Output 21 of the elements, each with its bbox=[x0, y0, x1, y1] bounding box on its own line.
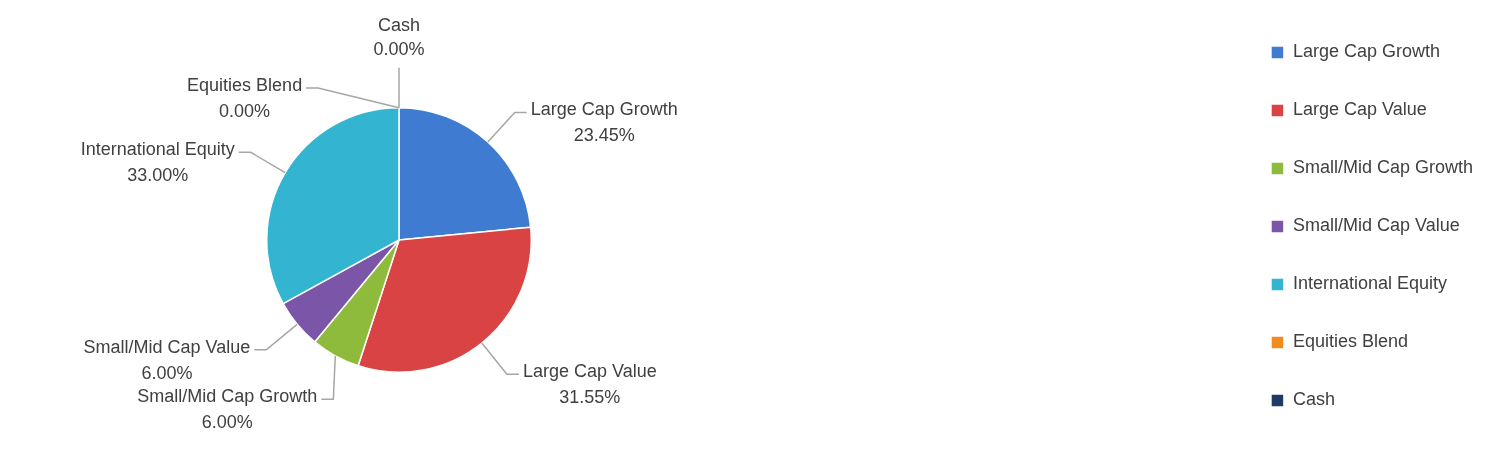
legend-label: Cash bbox=[1292, 389, 1335, 410]
text: 0.00% bbox=[219, 100, 271, 121]
slice-label: Large Cap Value bbox=[522, 361, 657, 382]
data-label: 6.00% bbox=[141, 362, 193, 383]
slice-label: Large Cap Growth bbox=[530, 99, 678, 120]
legend-label: Small/Mid Cap Value bbox=[1292, 215, 1460, 236]
category-label: Cash bbox=[377, 14, 421, 35]
data-label: 23.45% bbox=[573, 125, 635, 146]
slice-label: Small/Mid Cap Growth bbox=[137, 386, 318, 407]
category-label: Equities Blend bbox=[187, 74, 303, 95]
legend-label: Equities Blend bbox=[1292, 331, 1409, 352]
legend-label: Small/Mid Cap Growth bbox=[1292, 157, 1474, 178]
data-label: 6.00% bbox=[201, 412, 253, 433]
legend-label: International Equity bbox=[1292, 273, 1448, 294]
text: 0.00% bbox=[373, 38, 425, 59]
data-label: 33.00% bbox=[127, 165, 189, 186]
data-label: 31.55% bbox=[559, 387, 621, 408]
legend-label: Large Cap Value bbox=[1292, 99, 1427, 120]
legend-label: Large Cap Growth bbox=[1292, 41, 1441, 62]
slice-label: International Equity bbox=[80, 139, 235, 160]
slice-label: Small/Mid Cap Value bbox=[83, 336, 251, 357]
